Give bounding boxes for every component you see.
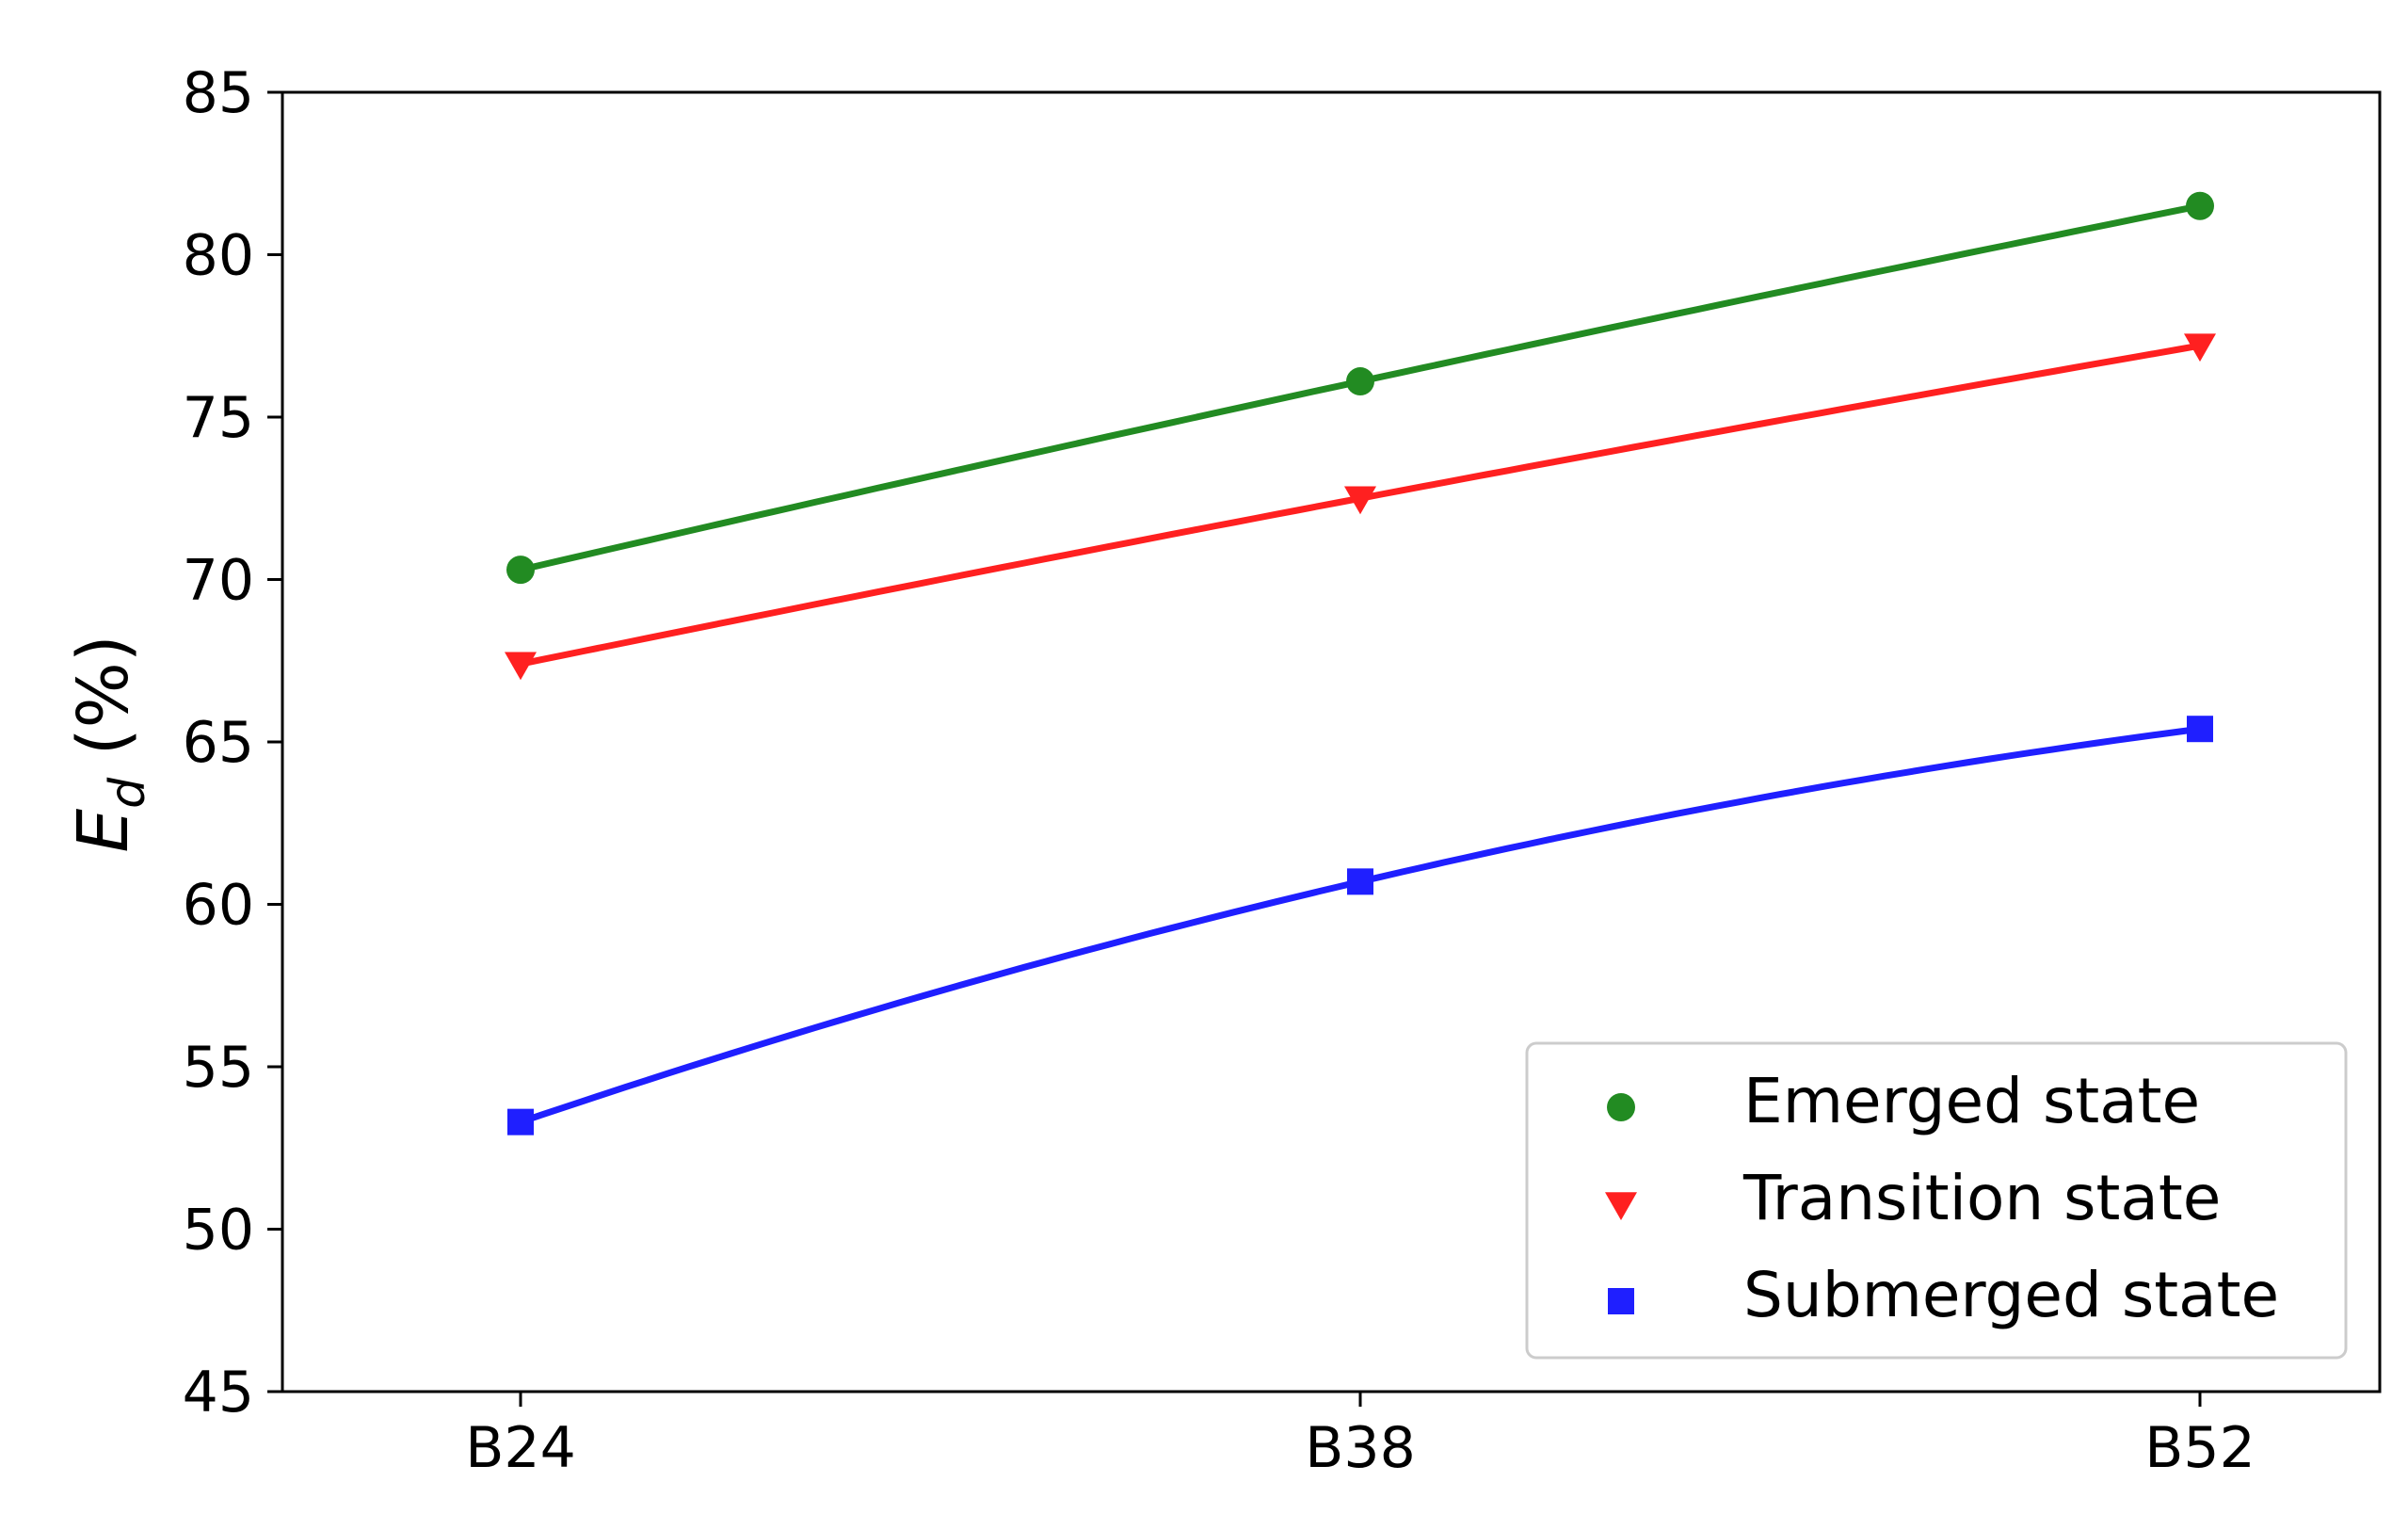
x-tick-label: B52 <box>2144 1415 2255 1481</box>
legend-marker <box>1607 1093 1635 1121</box>
x-tick-label: B24 <box>465 1415 576 1481</box>
legend-label: Emerged state <box>1743 1065 2200 1137</box>
y-tick-label: 65 <box>183 710 254 776</box>
data-point <box>1346 367 1374 396</box>
axes: 45 50 55 60 65 70 75 80 85 B24 B38 B52 <box>183 60 2382 1481</box>
series-0 <box>506 191 2214 585</box>
series-1 <box>505 333 2216 681</box>
y-tick-label: 45 <box>183 1360 254 1425</box>
y-tick-label: 80 <box>183 223 254 289</box>
y-axis-label-main: E <box>63 809 144 853</box>
legend-marker <box>1605 1192 1637 1220</box>
y-tick-label: 75 <box>183 385 254 451</box>
data-point <box>1344 486 1376 515</box>
y-axis-label-subscript: d <box>100 777 156 809</box>
series-layer <box>505 191 2216 1136</box>
data-point <box>505 652 537 681</box>
legend-box <box>1525 1041 2348 1360</box>
y-tick-label: 55 <box>183 1035 254 1101</box>
legend-entry: Emerged state <box>1607 1065 2200 1137</box>
data-point <box>2186 191 2214 220</box>
y-axis-label-suffix: (%) <box>63 635 144 778</box>
data-point <box>2187 716 2213 743</box>
y-tick-label: 85 <box>183 60 254 126</box>
legend-label: Submerged state <box>1743 1259 2279 1331</box>
legend-entry: Submerged state <box>1608 1259 2279 1331</box>
legend-entry: Transition state <box>1605 1162 2221 1234</box>
data-point <box>1347 868 1373 895</box>
legend: Emerged state Transition state Submerged s… <box>1525 1041 2348 1360</box>
data-point <box>2184 333 2216 362</box>
y-tick-label: 60 <box>183 873 254 939</box>
y-tick-label: 70 <box>183 548 254 614</box>
legend-marker <box>1608 1288 1634 1314</box>
y-axis-label: Ed (%) <box>63 635 156 852</box>
data-point <box>506 556 535 585</box>
data-point <box>507 1108 534 1136</box>
series-2 <box>507 716 2213 1136</box>
x-tick-label: B38 <box>1305 1415 1416 1481</box>
y-tick-label: 50 <box>183 1198 254 1264</box>
legend-label: Transition state <box>1742 1162 2221 1234</box>
